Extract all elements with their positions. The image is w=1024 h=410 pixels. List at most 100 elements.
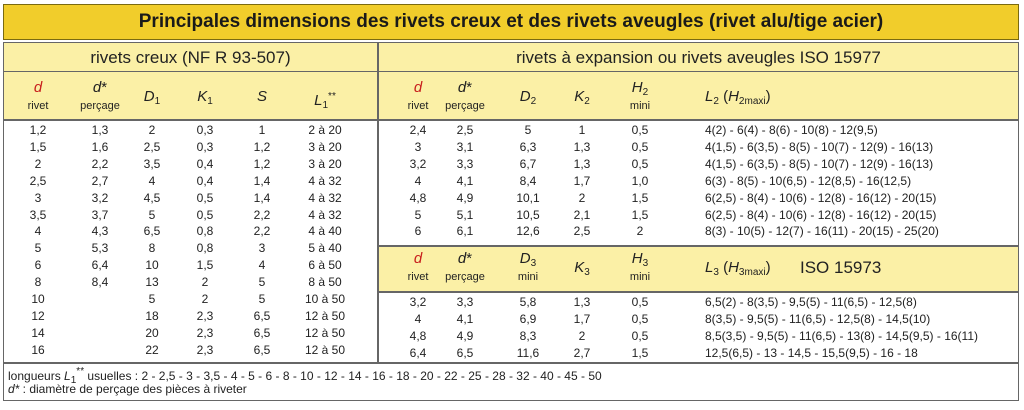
cell: 0,5 [631,156,649,171]
cell: 3,2 [409,156,427,171]
cell: 4(2) - 6(4) - 8(6) - 10(8) - 12(9,5) [705,123,878,137]
column-header: d [0,80,83,96]
cell: 6,5 [253,342,271,357]
cell: 1,0 [631,173,649,188]
cell: 10,1 [516,190,540,205]
header-part: d [457,250,467,267]
cell: 1,7 [573,173,591,188]
cell: 2,4 [409,123,427,137]
header-part: L [705,88,714,105]
cell: 0,8 [196,224,214,239]
cell: 2,5 [29,173,47,188]
cell: 6(2,5) - 8(4) - 10(6) - 12(8) - 16(12) -… [705,207,937,222]
header-part: 3 [584,267,590,278]
cell: 0,8 [196,241,214,256]
cell: 6 [34,258,42,273]
cell: 3,5 [29,207,47,222]
header-part: d [33,79,43,96]
cell: 2 [636,224,644,239]
header-part: K [574,259,585,276]
cell: 5 [148,207,156,222]
cell: 8 à 50 [308,275,342,290]
column-label: mini [629,100,651,112]
column-header: d [373,251,463,267]
header-part: * [466,79,473,96]
header-part: L [705,259,714,276]
cell: 0,5 [196,207,214,222]
column-header: L3 (H3maxi) [705,260,771,281]
cell: 4 [148,173,156,188]
header-part: 2 [713,96,719,107]
header-part: D [519,88,531,105]
cell: 12 [31,308,45,323]
cell: 6,5 [253,325,271,340]
cell: 5 [414,207,422,222]
cell: 1,5 [196,258,214,273]
cell: 8(3,5) - 9,5(5) - 11(6,5) - 12,5(8) - 14… [705,311,931,326]
cell: 1,2 [253,156,271,171]
cell: 3,1 [456,139,474,154]
cell: 12,5(6,5) - 13 - 14,5 - 15,5(9,5) - 16 -… [705,345,918,360]
cell: 4 à 32 [308,190,342,205]
cell: 5 à 40 [308,241,342,256]
cell: 1,3 [573,156,591,171]
cell: 1,5 [631,190,649,205]
header-part: d [92,79,102,96]
column-label: perçage [80,100,120,112]
header-part: usuelles : 2 - 2,5 - 3 - 3,5 - 4 - 5 - 6… [84,369,602,383]
cell: 3 [258,241,266,256]
column-header: d [373,80,463,96]
cell: 4 [258,258,266,273]
cell: 6,5(2) - 8(3,5) - 9,5(5) - 11(6,5) - 12,… [705,295,917,309]
cell: 2,3 [196,342,214,357]
left-heading: rivets creux (NF R 93-507) [90,48,291,67]
left-head-bg [3,42,378,120]
header-part: L [314,92,323,109]
cell: 2,2 [253,224,271,239]
cell: 8,4 [91,275,109,290]
cell: 4,1 [456,173,474,188]
column-header: d* [420,80,510,96]
cell: 10 [145,258,159,273]
cell: 10 à 50 [304,292,346,306]
header-part: D [143,88,155,105]
cell: 6 à 50 [308,258,342,273]
column-header: d* [420,251,510,267]
header-part: H [728,259,739,276]
cell: 0,5 [631,311,649,326]
header-part: D [519,250,531,267]
title: Principales dimensions des rivets creux … [138,11,884,32]
cell: 4(1,5) - 6(3,5) - 8(5) - 10(7) - 12(9) -… [705,139,934,154]
cell: 2 [148,123,156,137]
cell: 2,1 [573,207,591,222]
header-part: ) [765,88,771,105]
cell: 4,5 [143,190,161,205]
cell: 13 [145,275,159,290]
column-label: rivet [407,100,429,112]
cell: 6,3 [519,139,537,154]
cell: 5 [258,292,266,306]
cell: 6,9 [519,311,537,326]
header-part: d [413,250,423,267]
cell: 2,3 [196,325,214,340]
cell: 4,8 [409,328,427,343]
cell: 0,5 [631,328,649,343]
cell: 5,3 [91,241,109,256]
column-label: rivet [407,271,429,283]
cell: 1,2 [29,123,47,137]
column-label: mini [517,271,539,283]
cell: 2,3 [196,308,214,323]
cell: 3,3 [456,295,474,309]
cell: 6,5 [456,345,474,360]
header-part: ( [718,88,729,105]
column-header: K1 [160,89,250,110]
cell: 2 [578,328,586,343]
column-header: K2 [537,89,627,110]
cell: 0,5 [196,190,214,205]
column-label: mini [629,271,651,283]
cell: 10,5 [516,207,540,222]
right-top-body [378,120,1019,246]
header-part: 1 [207,96,213,107]
header-part: ) [765,259,771,276]
cell: 2,5 [143,139,161,154]
